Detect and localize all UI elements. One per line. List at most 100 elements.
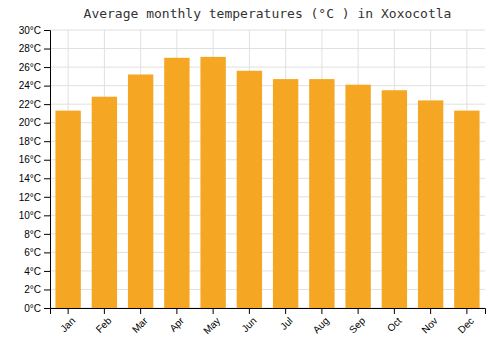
tick-mark [68, 308, 69, 314]
tick-label: 16°C [19, 154, 41, 165]
bar [382, 90, 407, 308]
tick: Jan [58, 308, 77, 334]
tick-mark [44, 252, 50, 253]
tick-label: 24°C [19, 80, 41, 91]
bar [55, 111, 80, 308]
tick-mark [44, 271, 50, 272]
tick: Jul [278, 308, 295, 332]
tick-mark [466, 308, 467, 314]
tick-mark [44, 178, 50, 179]
tick-label: 28°C [19, 43, 41, 54]
tick: 28°C [19, 43, 50, 54]
tick: May [201, 308, 222, 336]
tick-mark [44, 104, 50, 105]
axis-line [44, 31, 51, 309]
bar [454, 111, 479, 308]
tick: 10°C [19, 210, 50, 221]
tick-mark [44, 160, 50, 161]
tick-label: 14°C [19, 173, 41, 184]
tick: Aug [311, 308, 331, 335]
tick-label: 8°C [24, 229, 41, 240]
tick-label: Jun [239, 315, 258, 334]
tick-mark [285, 308, 286, 314]
bar [92, 97, 117, 308]
tick-label: Oct [385, 315, 404, 334]
tick-mark [176, 308, 177, 314]
tick: 30°C [19, 25, 50, 36]
tick-mark [213, 308, 214, 314]
tick-label: 26°C [19, 62, 41, 73]
tick-mark [394, 308, 395, 314]
tick-mark [44, 141, 50, 142]
tick-label: Apr [167, 315, 186, 334]
tick-label: 20°C [19, 117, 41, 128]
tick-mark [44, 197, 50, 198]
tick: 20°C [19, 117, 50, 128]
tick-label: 18°C [19, 136, 41, 147]
tick-mark [321, 308, 322, 314]
tick: Sep [347, 308, 368, 335]
tick-mark [430, 308, 431, 314]
grid-line [50, 48, 485, 49]
tick-mark [104, 308, 105, 314]
tick-mark [44, 215, 50, 216]
x-axis: Jan Feb Mar Apr May Jun Jul Aug Sep Oct Nov Dec [51, 308, 486, 336]
tick: Nov [419, 308, 439, 335]
tick-mark [358, 308, 359, 314]
title: Average monthly temperatures (°C ) in Xo… [84, 6, 452, 21]
grid-line [50, 67, 485, 68]
bar [164, 58, 189, 308]
tick: 24°C [19, 80, 50, 91]
tick-label: 22°C [19, 99, 41, 110]
tick-mark [44, 86, 50, 87]
tick: Jun [239, 308, 258, 334]
tick-label: 2°C [24, 284, 41, 295]
bar [200, 57, 225, 308]
tick-label: Mar [130, 315, 150, 335]
tick: Apr [167, 308, 186, 334]
bar [345, 85, 370, 308]
tick-label: Nov [419, 315, 439, 335]
tick-mark [44, 123, 50, 124]
bar [309, 79, 334, 308]
tick: Mar [130, 308, 150, 335]
y-axis: 0°C 2°C 4°C 6°C 8°C 10°C 12°C 14°C 16°C 18°C 20°C 2… [19, 25, 51, 314]
grid [50, 30, 485, 308]
tick-label: Dec [456, 315, 476, 335]
tick: 22°C [19, 99, 50, 110]
bar [418, 100, 443, 308]
tick-label: May [201, 315, 222, 336]
plot: 0°C 2°C 4°C 6°C 8°C 10°C 12°C 14°C 16°C 18°C 20°C 2… [19, 25, 486, 337]
tick: 14°C [19, 173, 50, 184]
tick-label: 6°C [24, 247, 41, 258]
tick-label: Jan [58, 315, 77, 334]
chart: 0°C 2°C 4°C 6°C 8°C 10°C 12°C 14°C 16°C 18°C 20°C 2… [0, 0, 500, 350]
tick: 26°C [19, 62, 50, 73]
tick-mark [249, 308, 250, 314]
tick-mark [44, 49, 50, 50]
tick-label: 0°C [24, 303, 41, 314]
tick: 4°C [24, 266, 50, 277]
tick-label: 10°C [19, 210, 41, 221]
tick: Feb [94, 308, 114, 335]
tick: 12°C [19, 192, 50, 203]
axis-line [51, 309, 486, 315]
tick-mark [44, 30, 50, 31]
grid-line [50, 30, 485, 31]
tick-mark [44, 234, 50, 235]
tick: 0°C [24, 303, 50, 314]
tick-label: Sep [347, 315, 368, 336]
tick-label: Feb [94, 315, 114, 335]
tick-mark [140, 308, 141, 314]
tick: 18°C [19, 136, 50, 147]
tick-mark [44, 67, 50, 68]
tick: 8°C [24, 229, 50, 240]
tick: Dec [456, 308, 476, 335]
bar [237, 71, 262, 308]
bars [55, 57, 479, 308]
bar [273, 79, 298, 308]
tick-mark [44, 289, 50, 290]
tick: 6°C [24, 247, 50, 258]
tick-mark [44, 308, 50, 309]
tick-label: 4°C [24, 266, 41, 277]
